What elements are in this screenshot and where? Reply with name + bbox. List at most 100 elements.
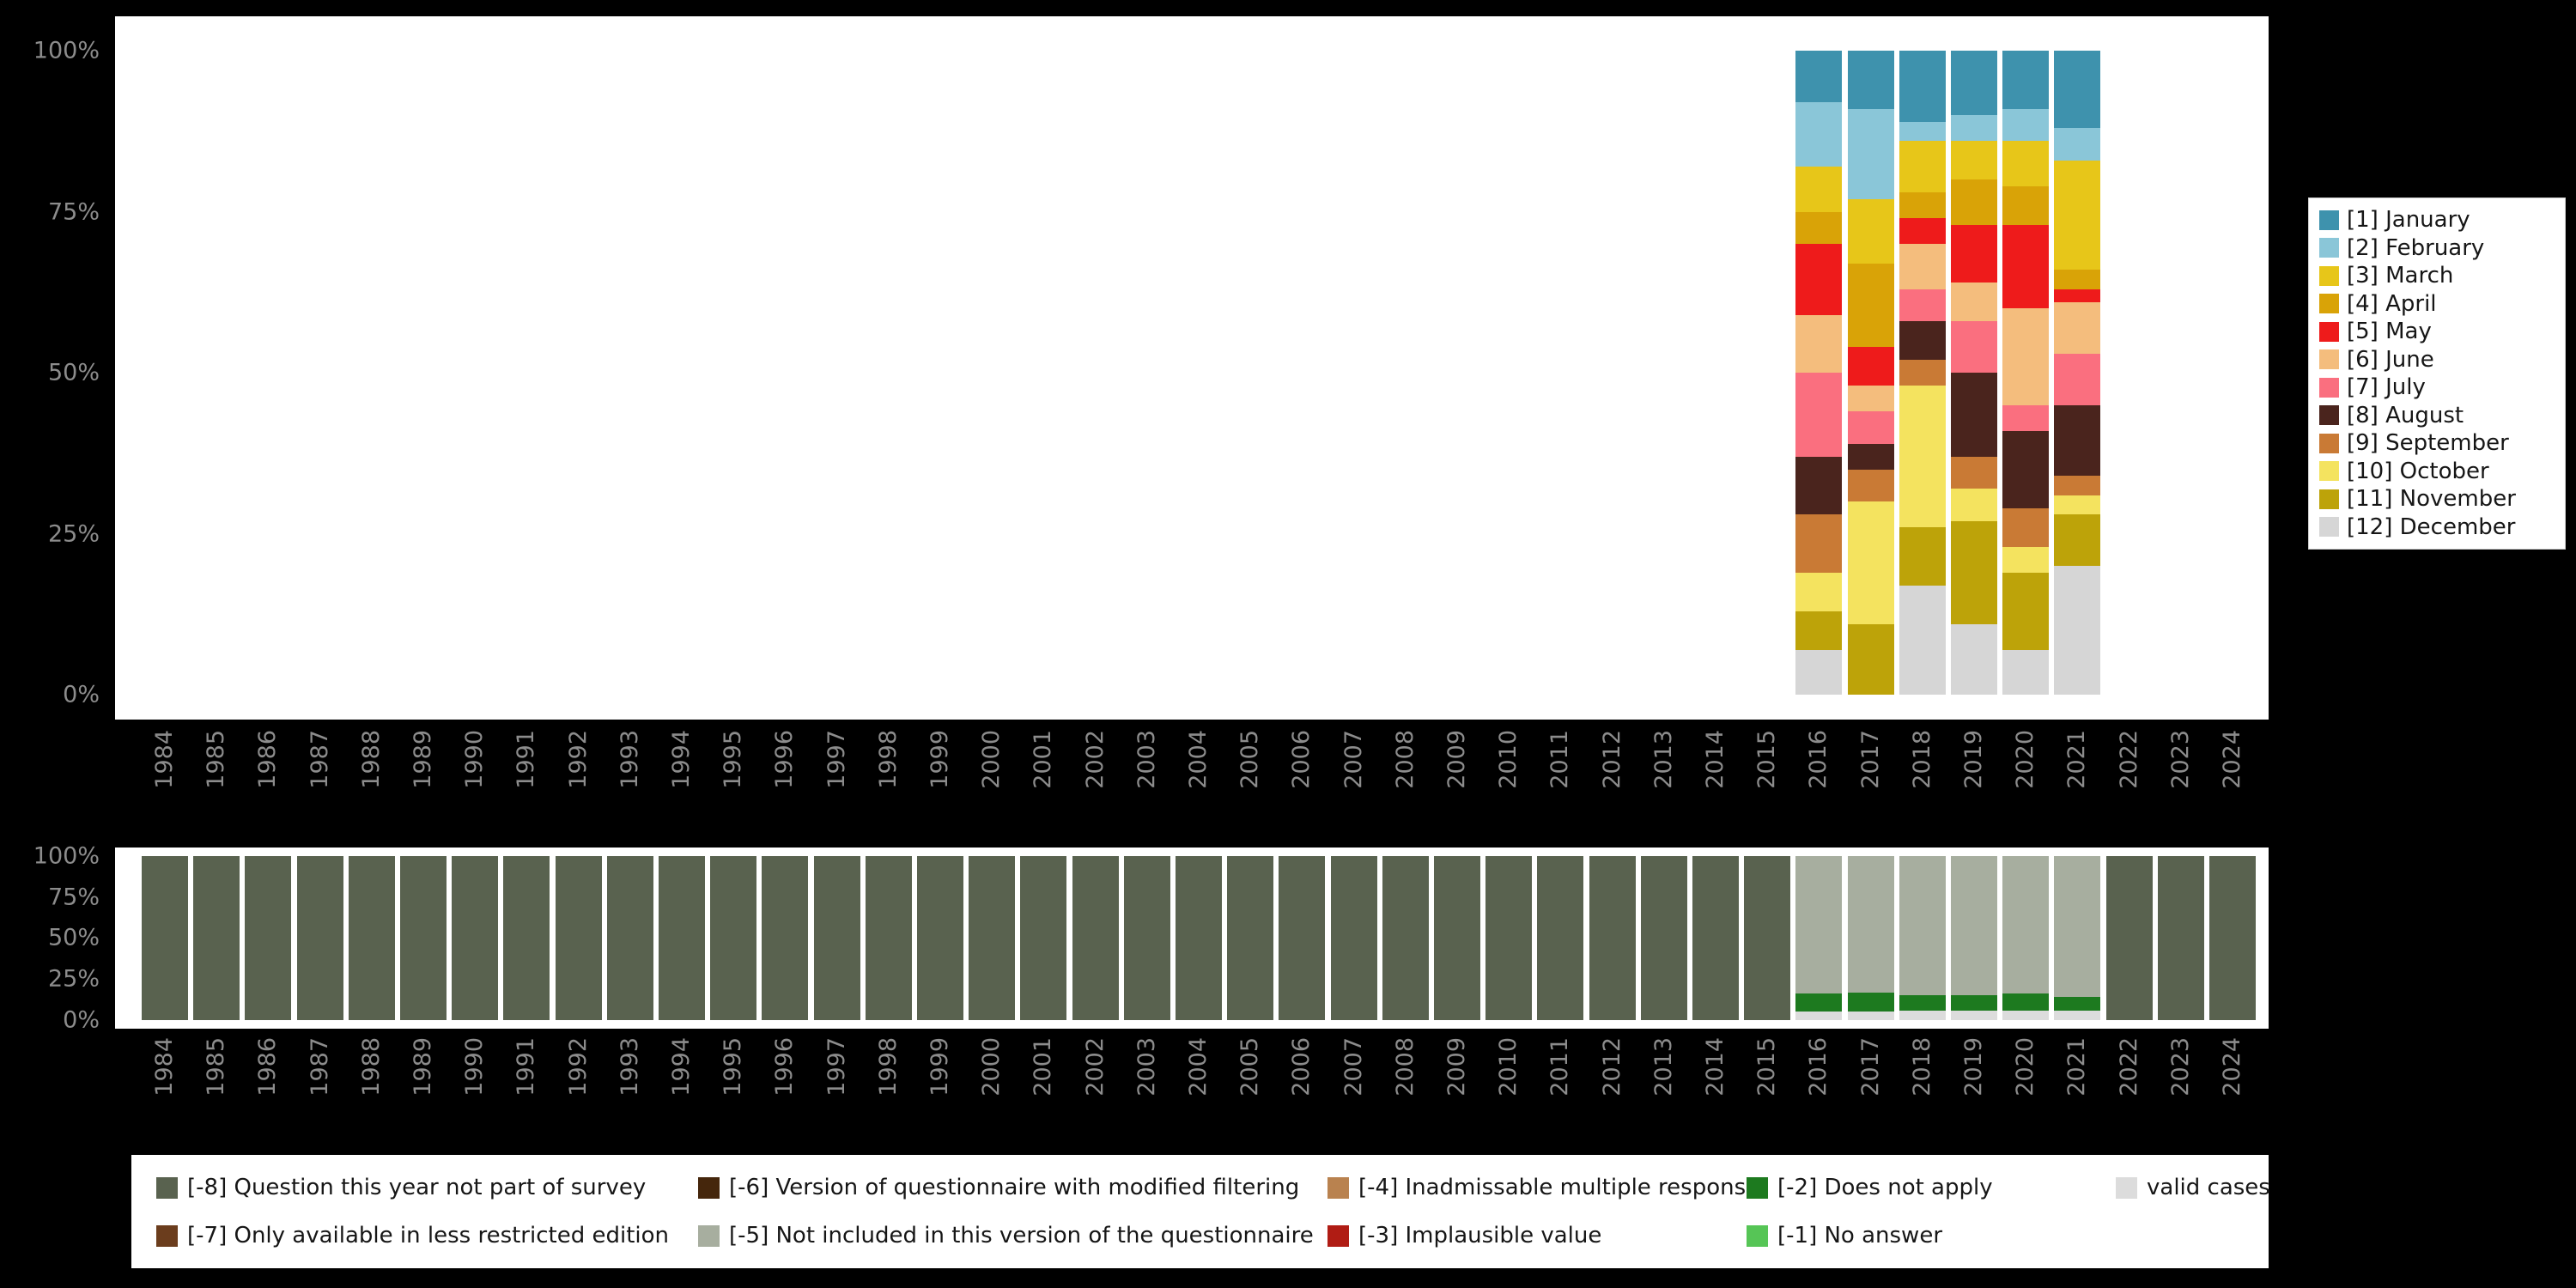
bar-segment[interactable] (142, 856, 189, 1020)
bar-segment[interactable] (2002, 572, 2050, 650)
bar-segment[interactable] (969, 856, 1016, 1020)
bar-segment[interactable] (1847, 1012, 1894, 1020)
bar-segment[interactable] (2002, 404, 2050, 431)
bar-segment[interactable] (555, 856, 602, 1020)
missing-bar-2012[interactable] (1589, 856, 1636, 1020)
bar-segment[interactable] (1795, 456, 1843, 514)
legend-item[interactable]: [3] March (2319, 263, 2555, 289)
bar-segment[interactable] (1899, 386, 1946, 527)
bar-segment[interactable] (865, 856, 912, 1020)
bar-segment[interactable] (2054, 353, 2101, 405)
bar-segment[interactable] (1950, 283, 1997, 321)
bar-segment[interactable] (1795, 514, 1843, 573)
missing-bar-2003[interactable] (1123, 856, 1170, 1020)
bar-segment[interactable] (1950, 489, 1997, 521)
missing-bar-2005[interactable] (1227, 856, 1274, 1020)
missing-bar-1986[interactable] (245, 856, 292, 1020)
bar-segment[interactable] (1899, 121, 1946, 141)
bar-segment[interactable] (1950, 179, 1997, 225)
bar-segment[interactable] (1847, 198, 1894, 264)
bar-segment[interactable] (1899, 141, 1946, 192)
legend-item[interactable]: [6] June (2319, 347, 2555, 373)
bar-segment[interactable] (2002, 430, 2050, 508)
missing-bar-2008[interactable] (1382, 856, 1429, 1020)
bar-segment[interactable] (2054, 301, 2101, 354)
bar-segment[interactable] (1795, 314, 1843, 373)
bar-segment[interactable] (1899, 1010, 1946, 1020)
bar-segment[interactable] (1795, 373, 1843, 457)
bar-segment[interactable] (1485, 856, 1533, 1020)
bar-segment[interactable] (1899, 289, 1946, 321)
bar-segment[interactable] (1950, 856, 1997, 996)
stacked-bar-2021[interactable] (2054, 51, 2101, 695)
missing-bar-1991[interactable] (503, 856, 550, 1020)
bar-segment[interactable] (762, 856, 809, 1020)
bar-segment[interactable] (2054, 476, 2101, 495)
bar-segment[interactable] (1847, 347, 1894, 386)
missing-bar-2004[interactable] (1176, 856, 1222, 1020)
bar-segment[interactable] (1537, 856, 1584, 1020)
bar-segment[interactable] (1795, 167, 1843, 212)
bar-segment[interactable] (2002, 1010, 2050, 1020)
bar-segment[interactable] (2054, 495, 2101, 514)
missing-bar-2009[interactable] (1433, 856, 1480, 1020)
bar-segment[interactable] (1950, 995, 1997, 1011)
bar-segment[interactable] (1692, 856, 1739, 1020)
bar-segment[interactable] (1950, 456, 1997, 489)
bar-segment[interactable] (1795, 856, 1843, 994)
missing-bar-2015[interactable] (1744, 856, 1791, 1020)
legend-item[interactable]: [9] September (2319, 430, 2555, 456)
bar-segment[interactable] (1899, 527, 1946, 586)
bar-segment[interactable] (452, 856, 499, 1020)
legend-item[interactable]: [-6] Version of questionnaire with modif… (698, 1175, 1327, 1200)
bar-segment[interactable] (1847, 51, 1894, 109)
bar-segment[interactable] (2054, 128, 2101, 161)
bar-segment[interactable] (1950, 623, 1997, 695)
bar-segment[interactable] (245, 856, 292, 1020)
bar-segment[interactable] (1899, 321, 1946, 360)
legend-item[interactable]: [12] December (2319, 514, 2555, 540)
legend-item[interactable]: valid cases (2116, 1175, 2270, 1200)
bar-segment[interactable] (1640, 856, 1687, 1020)
bar-segment[interactable] (1899, 360, 1946, 386)
bar-segment[interactable] (2208, 856, 2256, 1020)
bar-segment[interactable] (1847, 856, 1894, 993)
bar-segment[interactable] (1744, 856, 1791, 1020)
bar-segment[interactable] (2054, 404, 2101, 476)
bar-segment[interactable] (1847, 108, 1894, 199)
bar-segment[interactable] (2054, 566, 2101, 695)
bar-segment[interactable] (2054, 270, 2101, 289)
missing-bar-2023[interactable] (2157, 856, 2204, 1020)
bar-segment[interactable] (2002, 185, 2050, 225)
missing-bar-2020[interactable] (2002, 856, 2050, 1020)
bar-segment[interactable] (1847, 469, 1894, 501)
legend-item[interactable]: [11] November (2319, 486, 2555, 512)
bar-segment[interactable] (1795, 244, 1843, 315)
bar-segment[interactable] (1227, 856, 1274, 1020)
bar-segment[interactable] (1795, 572, 1843, 611)
stacked-bar-2016[interactable] (1795, 51, 1843, 695)
missing-bar-1997[interactable] (813, 856, 860, 1020)
legend-item[interactable]: [-5] Not included in this version of the… (698, 1223, 1327, 1249)
legend-item[interactable]: [4] April (2319, 291, 2555, 317)
bar-segment[interactable] (1330, 856, 1377, 1020)
missing-bar-1996[interactable] (762, 856, 809, 1020)
bar-segment[interactable] (1279, 856, 1326, 1020)
bar-segment[interactable] (2002, 224, 2050, 308)
bar-segment[interactable] (1899, 218, 1946, 244)
stacked-bar-2018[interactable] (1899, 51, 1946, 695)
bar-segment[interactable] (1950, 373, 1997, 457)
missing-bar-1998[interactable] (865, 856, 912, 1020)
missing-bar-2006[interactable] (1279, 856, 1326, 1020)
bar-segment[interactable] (1795, 51, 1843, 102)
bar-segment[interactable] (2002, 141, 2050, 186)
bar-segment[interactable] (2054, 1010, 2101, 1020)
bar-segment[interactable] (503, 856, 550, 1020)
legend-item[interactable]: [5] May (2319, 319, 2555, 344)
missing-bar-1984[interactable] (142, 856, 189, 1020)
missing-bar-2013[interactable] (1640, 856, 1687, 1020)
legend-item[interactable]: [10] October (2319, 459, 2555, 484)
bar-segment[interactable] (1847, 992, 1894, 1012)
missing-bar-2007[interactable] (1330, 856, 1377, 1020)
missing-bar-1995[interactable] (710, 856, 757, 1020)
